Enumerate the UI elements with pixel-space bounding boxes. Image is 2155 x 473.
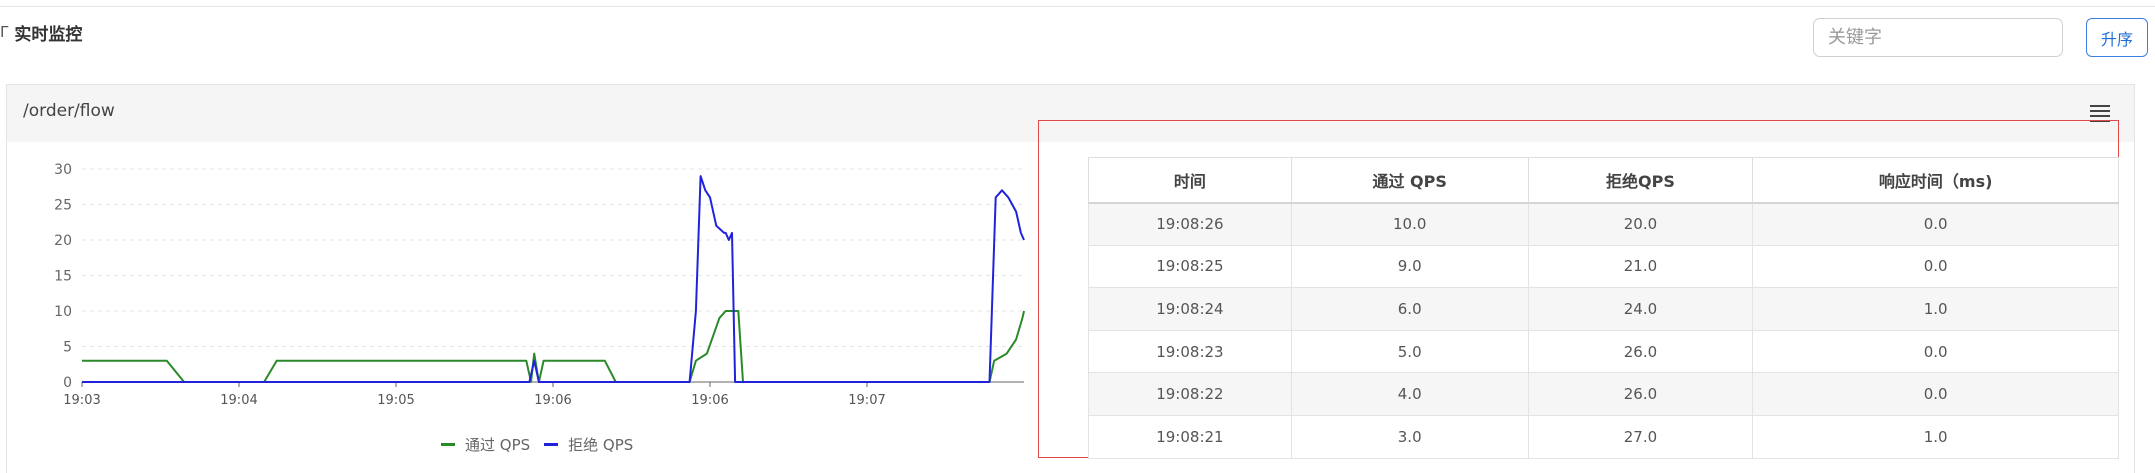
qps-line-chart: 0 5 10 15 20 25 30 19:03 19:04 19:05 19:06 19:06 19:…: [54, 162, 1025, 408]
x-tick-label: 19:06: [691, 393, 728, 408]
y-tick-label: 15: [54, 269, 72, 285]
cell-block-qps: 21.0: [1527, 244, 1754, 289]
chart-series: [82, 175, 1025, 383]
panel-header: /order/flow: [7, 85, 2134, 142]
cell-response-time: 1.0: [1752, 414, 2119, 459]
table-row: 19:08:24 6.0 24.0 1.0: [1088, 287, 2119, 331]
x-tick-label: 19:06: [534, 393, 571, 408]
table-row: 19:08:23 5.0 26.0 0.0: [1088, 329, 2119, 374]
y-tick-label: 20: [54, 233, 72, 249]
panel-title: /order/flow: [23, 101, 115, 121]
x-tick-label: 19:07: [848, 393, 885, 408]
cell-response-time: 0.0: [1752, 329, 2119, 374]
cell-pass-qps: 9.0: [1290, 244, 1529, 289]
y-tick-label: 25: [54, 198, 72, 214]
cell-time: 19:08:26: [1088, 202, 1292, 246]
legend-item-block[interactable]: 拒绝 QPS: [544, 434, 633, 455]
cell-time: 19:08:23: [1088, 329, 1292, 374]
cell-response-time: 1.0: [1752, 287, 2119, 331]
legend-label-block: 拒绝 QPS: [568, 436, 634, 454]
page-title-text: 实时监控: [14, 24, 83, 45]
cell-block-qps: 26.0: [1527, 372, 1754, 416]
cell-response-time: 0.0: [1752, 244, 2119, 289]
cell-pass-qps: 4.0: [1290, 372, 1529, 416]
cell-block-qps: 26.0: [1527, 329, 1754, 374]
column-header-block-qps[interactable]: 拒绝QPS: [1527, 157, 1754, 204]
legend-swatch-pass: [441, 443, 455, 446]
chart-axes: 0 5 10 15 20 25 30 19:03 19:04 19:05 19:06 19:06 19:…: [54, 162, 1024, 408]
table-row: 19:08:21 3.0 27.0 1.0: [1088, 414, 2119, 459]
legend-swatch-block: [544, 443, 559, 446]
cell-time: 19:08:25: [1088, 244, 1292, 289]
y-tick-label: 30: [54, 162, 72, 178]
chart-legend: 通过 QPS 拒绝 QPS: [441, 434, 647, 455]
x-tick-label: 19:03: [63, 393, 100, 408]
y-tick-label: 10: [54, 304, 72, 320]
table-header-row: 时间 通过 QPS 拒绝QPS 响应时间（ms): [1088, 157, 2119, 204]
cell-time: 19:08:21: [1088, 414, 1292, 459]
cell-block-qps: 24.0: [1527, 287, 1754, 331]
column-header-response-time[interactable]: 响应时间（ms): [1752, 157, 2119, 204]
legend-label-pass: 通过 QPS: [465, 436, 531, 454]
column-header-time[interactable]: 时间: [1088, 157, 1292, 204]
filter-icon: Γ: [0, 23, 9, 41]
cell-block-qps: 27.0: [1527, 414, 1754, 459]
chart-grid: [82, 168, 1024, 347]
search-input[interactable]: [1813, 18, 2063, 57]
cell-pass-qps: 10.0: [1290, 202, 1529, 246]
cell-time: 19:08:24: [1088, 287, 1292, 331]
series-line-block-qps: [82, 175, 1025, 383]
y-tick-label: 5: [63, 340, 72, 356]
table-row: 19:08:26 10.0 20.0 0.0: [1088, 202, 2119, 246]
cell-time: 19:08:22: [1088, 372, 1292, 416]
legend-item-pass[interactable]: 通过 QPS: [441, 434, 530, 455]
cell-response-time: 0.0: [1752, 372, 2119, 416]
y-tick-label: 0: [63, 375, 72, 391]
x-tick-label: 19:04: [220, 393, 257, 408]
qps-table: 时间 通过 QPS 拒绝QPS 响应时间（ms) 19:08:26 10.0 2…: [1088, 157, 2119, 459]
page-title: Γ 实时监控: [0, 19, 82, 45]
column-header-pass-qps[interactable]: 通过 QPS: [1290, 157, 1529, 204]
top-divider: [0, 6, 2155, 7]
sort-ascending-button[interactable]: 升序: [2086, 18, 2148, 57]
table-row: 19:08:25 9.0 21.0 0.0: [1088, 244, 2119, 289]
cell-block-qps: 20.0: [1527, 202, 1754, 246]
x-tick-label: 19:05: [377, 393, 414, 408]
cell-response-time: 0.0: [1752, 202, 2119, 246]
menu-icon[interactable]: [2090, 105, 2110, 122]
cell-pass-qps: 3.0: [1290, 414, 1529, 459]
table-row: 19:08:22 4.0 26.0 0.0: [1088, 372, 2119, 416]
cell-pass-qps: 6.0: [1290, 287, 1529, 331]
cell-pass-qps: 5.0: [1290, 329, 1529, 374]
